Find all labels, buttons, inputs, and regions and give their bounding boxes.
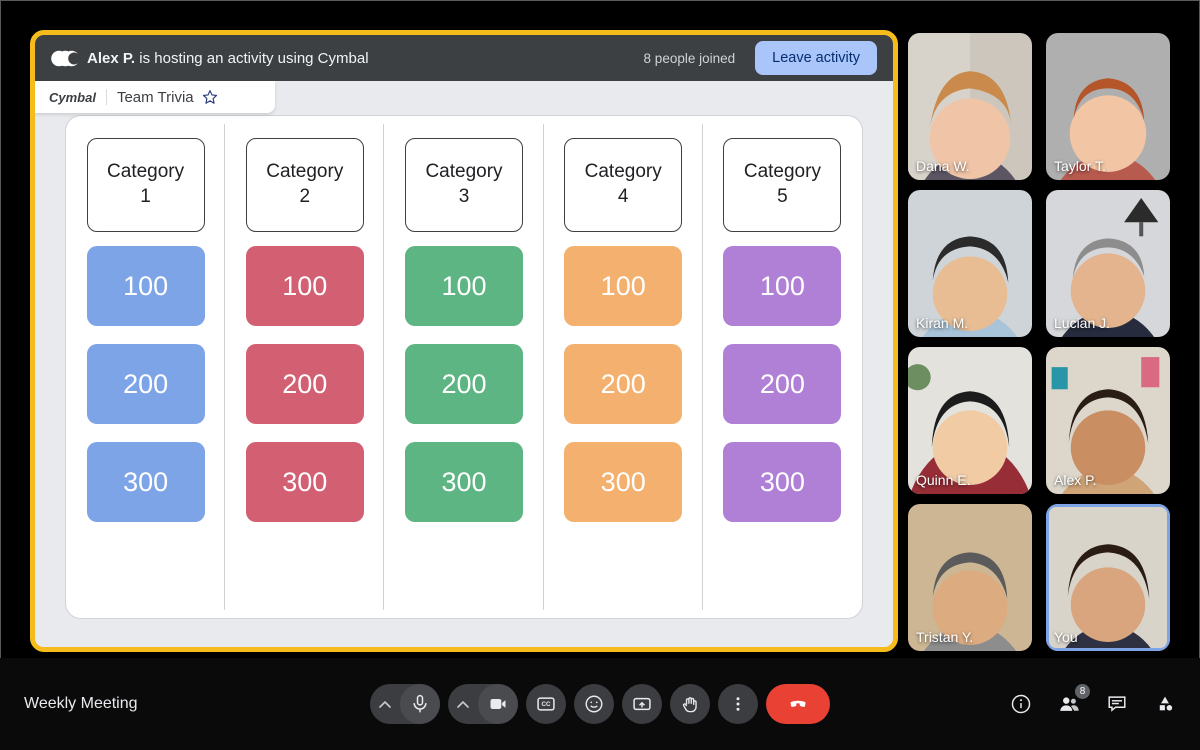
svg-text:CC: CC bbox=[541, 701, 551, 708]
